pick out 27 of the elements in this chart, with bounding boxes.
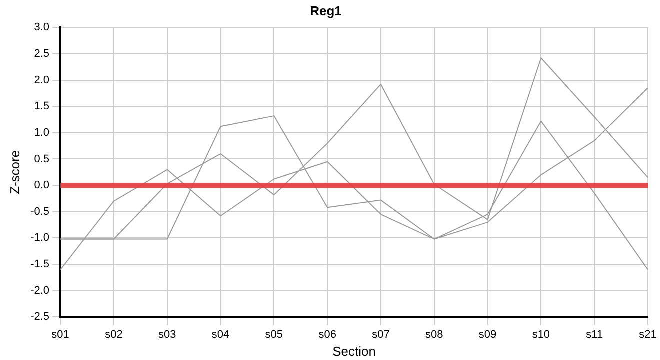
y-tick-label: 1.5: [34, 100, 50, 113]
x-tick-label: s10: [532, 328, 550, 341]
x-tick-label: s03: [158, 328, 176, 341]
x-tick-label: s11: [586, 328, 604, 341]
y-tick-label: -2.5: [30, 311, 50, 324]
x-tick-label: s07: [372, 328, 390, 341]
y-tick-label: 2.0: [34, 74, 50, 86]
y-tick-label: 0.5: [34, 153, 50, 166]
x-tick-label: s21: [639, 328, 657, 341]
y-tick-label: 1.0: [34, 126, 50, 139]
y-tick-label: 3.0: [34, 22, 50, 34]
y-tick-label: -1.0: [30, 232, 50, 244]
x-tick-label: s04: [212, 328, 230, 341]
y-tick-label: -2.0: [30, 284, 50, 297]
x-axis-title: Section: [332, 344, 376, 359]
x-tick-label: s08: [426, 328, 444, 341]
x-tick-label: s05: [265, 328, 284, 341]
y-axis-title: Z-score: [7, 150, 22, 194]
y-tick-label: 0.0: [34, 180, 50, 192]
chart-title: Reg1: [310, 3, 342, 18]
y-tick-label: -0.5: [30, 206, 50, 218]
x-tick-label: s01: [52, 328, 70, 341]
x-tick-label: s02: [105, 328, 123, 341]
y-tick-label: 2.5: [34, 48, 50, 60]
x-tick-label: s06: [318, 328, 336, 341]
x-tick-label: s09: [478, 328, 497, 341]
y-tick-label: -1.5: [30, 258, 50, 271]
